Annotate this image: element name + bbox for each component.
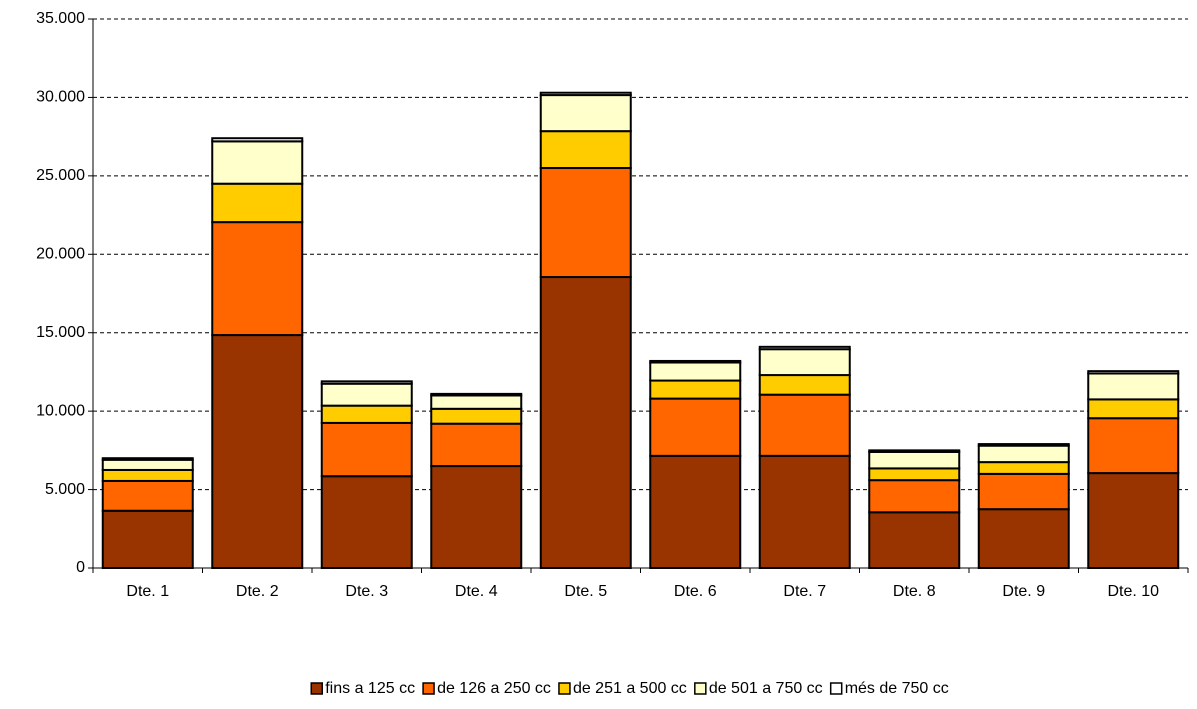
- y-tick-label: 25.000: [36, 167, 85, 184]
- bar-segment: [101, 509, 194, 569]
- bar-segment: [758, 374, 851, 396]
- legend-label: de 501 a 750 cc: [709, 680, 823, 697]
- x-tick-label: Dte. 4: [455, 583, 498, 600]
- x-tick-label: Dte. 7: [783, 583, 826, 600]
- bar-segment: [649, 454, 742, 569]
- x-tick-label: Dte. 8: [893, 583, 936, 600]
- legend-label: de 251 a 500 cc: [573, 680, 687, 697]
- bar-segment: [868, 467, 961, 482]
- bar-segment: [320, 382, 413, 407]
- y-tick-label: 10.000: [36, 402, 85, 419]
- bar-segment: [977, 443, 1070, 447]
- bar-segment: [649, 361, 742, 382]
- x-tick-label: Dte. 6: [674, 583, 717, 600]
- legend-label: més de 750 cc: [845, 680, 949, 697]
- bar-segment: [211, 334, 304, 569]
- bar-segment: [320, 380, 413, 385]
- legend-label: de 126 a 250 cc: [437, 680, 551, 697]
- x-tick-label: Dte. 10: [1107, 583, 1159, 600]
- y-tick-label: 15.000: [36, 324, 85, 341]
- legend-swatch: [422, 682, 435, 695]
- bar-segment: [1087, 417, 1180, 475]
- bar-segment: [758, 348, 851, 377]
- bar-segment: [539, 167, 632, 279]
- bar-segment: [539, 130, 632, 170]
- bar-segment: [977, 461, 1070, 475]
- x-tick-label: Dte. 9: [1002, 583, 1045, 600]
- bar-segment: [868, 479, 961, 514]
- bar-segment: [320, 404, 413, 424]
- bar-segment: [211, 137, 304, 143]
- bar-segment: [1087, 372, 1180, 401]
- bar-segment: [430, 392, 523, 397]
- bar-segment: [977, 472, 1070, 511]
- bar-segment: [430, 465, 523, 569]
- bar-segment: [1087, 370, 1180, 375]
- bar-segment: [101, 468, 194, 482]
- bar-segment: [101, 479, 194, 512]
- x-tick-label: Dte. 5: [564, 583, 607, 600]
- bar-segment: [430, 407, 523, 425]
- bar-segment: [101, 457, 194, 461]
- bar-segment: [977, 444, 1070, 464]
- bar-segment: [868, 449, 961, 453]
- bar-segment: [649, 379, 742, 400]
- bar-segment: [758, 393, 851, 457]
- bar-segment: [320, 421, 413, 478]
- bar-segment: [758, 345, 851, 351]
- bar-segment: [758, 454, 851, 569]
- bar-segment: [977, 508, 1070, 569]
- bar-segment: [211, 140, 304, 185]
- bar-segment: [868, 450, 961, 470]
- legend-label: fins a 125 cc: [325, 680, 415, 697]
- bar-segment: [320, 475, 413, 570]
- legend-swatch: [558, 682, 571, 695]
- bar-segment: [211, 182, 304, 224]
- legend-swatch: [829, 682, 843, 695]
- x-tick-label: Dte. 3: [345, 583, 388, 600]
- bar-segment: [1087, 472, 1180, 570]
- bar-segment: [649, 397, 742, 457]
- bar-segment: [539, 276, 632, 569]
- bar-segment: [1087, 398, 1180, 420]
- y-tick-label: 35.000: [36, 10, 85, 27]
- y-tick-label: 5.000: [45, 481, 85, 498]
- legend-swatch: [310, 682, 323, 695]
- x-tick-label: Dte. 2: [236, 583, 279, 600]
- y-tick-label: 20.000: [36, 246, 85, 263]
- bar-segment: [539, 91, 632, 97]
- x-tick-label: Dte. 1: [126, 583, 169, 600]
- bar-segment: [430, 394, 523, 410]
- bar-segment: [430, 422, 523, 468]
- bar-segment: [649, 359, 742, 364]
- bar-segment: [868, 511, 961, 570]
- bar-segment: [101, 458, 194, 471]
- legend-swatch: [694, 682, 707, 695]
- y-tick-label: 30.000: [36, 89, 85, 106]
- y-tick-label: 0: [76, 559, 85, 576]
- bar-segment: [211, 221, 304, 337]
- bar-segment: [539, 94, 632, 133]
